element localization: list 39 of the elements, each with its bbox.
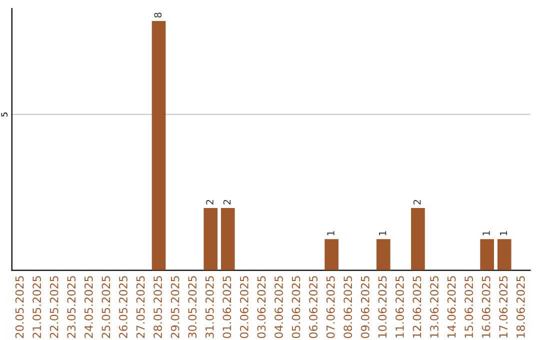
x-tick-label: 30.05.2025 — [188, 276, 197, 338]
data-label: 2 — [223, 200, 231, 204]
data-label: 1 — [482, 231, 490, 236]
x-tick-label: 06.06.2025 — [309, 276, 318, 338]
x-tick-label: 29.05.2025 — [170, 276, 180, 338]
x-tick-label: 18.06.2025 — [516, 276, 525, 338]
x-tick-label: 20.05.2025 — [15, 276, 24, 338]
x-tick-label: 23.05.2025 — [67, 276, 76, 338]
x-tick-label: 22.05.2025 — [50, 276, 58, 338]
x-tick-label: 27.05.2025 — [136, 276, 145, 338]
x-tick-label: 13.06.2025 — [430, 276, 438, 338]
x-tick-label: 26.05.2025 — [119, 276, 128, 338]
x-tick-label: 07.06.2025 — [326, 276, 335, 338]
data-label: 8 — [154, 12, 162, 18]
data-label: 1 — [378, 231, 386, 236]
x-tick-label: 02.06.2025 — [240, 276, 248, 338]
x-tick-label: 03.06.2025 — [257, 276, 266, 338]
x-tick-label: 17.06.2025 — [499, 276, 508, 338]
x-tick-label: 15.06.2025 — [464, 276, 474, 338]
data-label: 2 — [206, 200, 214, 204]
x-tick-label: 10.06.2025 — [378, 276, 387, 338]
x-tick-label: 11.06.2025 — [396, 276, 404, 338]
data-label: 1 — [327, 231, 334, 236]
y-tick-label: 5 — [1, 112, 8, 116]
x-tick-label: 25.05.2025 — [102, 276, 110, 338]
x-tick-label: 14.06.2025 — [447, 276, 456, 338]
x-tick-label: 04.06.2025 — [274, 276, 283, 338]
x-tick-label: 08.06.2025 — [344, 276, 352, 338]
x-tick-label: 21.05.2025 — [32, 276, 42, 338]
data-label: 1 — [500, 231, 508, 236]
x-tick-label: 12.06.2025 — [412, 276, 422, 338]
x-tick-label: 24.05.2025 — [84, 276, 93, 338]
x-tick-label: 05.06.2025 — [292, 276, 300, 338]
data-label: 2 — [413, 200, 421, 204]
x-tick-label: 09.06.2025 — [360, 276, 370, 338]
x-tick-label: 16.06.2025 — [482, 276, 490, 338]
x-tick-label: 28.05.2025 — [154, 276, 162, 338]
x-tick-label: 01.06.2025 — [222, 276, 232, 338]
x-tick-label: 31.05.2025 — [205, 276, 214, 338]
